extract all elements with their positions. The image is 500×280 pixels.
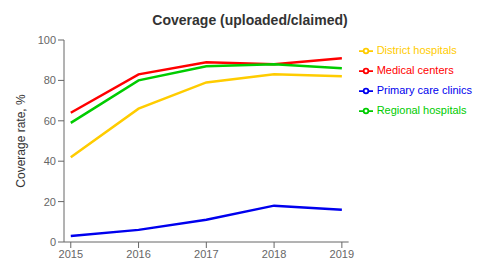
svg-text:60: 60 [44, 115, 56, 127]
svg-text:20: 20 [44, 196, 56, 208]
svg-text:Coverage rate, %: Coverage rate, % [14, 94, 28, 188]
svg-text:2019: 2019 [330, 248, 354, 260]
html-text:Coverage (uploaded/claimed): Coverage (uploaded/claimed) [152, 12, 348, 28]
svg-text:80: 80 [44, 74, 56, 86]
html-text:Regional hospitals: Regional hospitals [376, 104, 467, 116]
svg-text:2015: 2015 [59, 248, 83, 260]
svg-text:2018: 2018 [262, 248, 286, 260]
html-text:Primary care clinics: Primary care clinics [376, 84, 472, 96]
svg-text:2017: 2017 [194, 248, 218, 260]
svg-text:0: 0 [50, 236, 56, 248]
svg-text:2016: 2016 [126, 248, 150, 260]
svg-text:100: 100 [38, 34, 56, 46]
html-text:District hospitals: District hospitals [376, 44, 457, 56]
svg-text:40: 40 [44, 155, 56, 167]
html-text:Medical centers: Medical centers [376, 64, 454, 76]
